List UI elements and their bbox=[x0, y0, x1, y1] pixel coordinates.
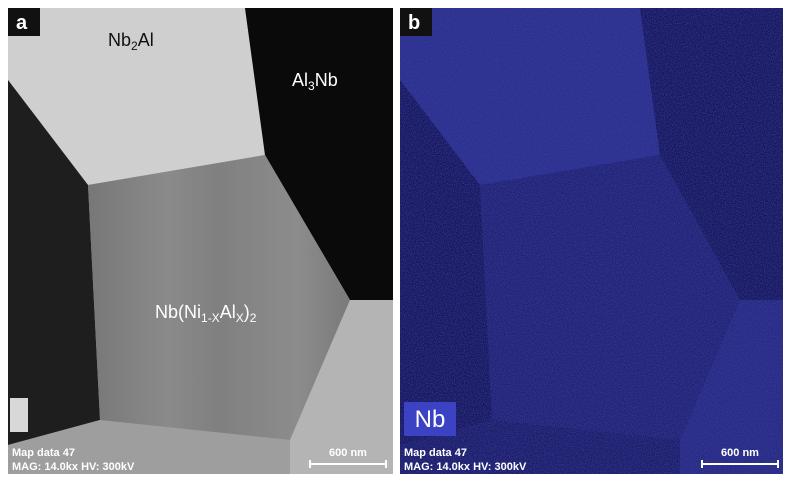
panel-a: a Nb2Al Al3Nb Nb(Ni1-XAlX)2 Map data 47 … bbox=[8, 8, 393, 474]
info-text: Map data 47 bbox=[12, 447, 75, 459]
panel-b: b Nb Map data 47 MAG: 14.0kx HV: 300kV 6… bbox=[400, 8, 783, 474]
element-label: Nb bbox=[415, 406, 446, 433]
panel-label: b bbox=[408, 12, 420, 34]
marker bbox=[10, 398, 28, 432]
scale-bar-label: 600 nm bbox=[329, 447, 367, 459]
info-text: MAG: 14.0kx HV: 300kV bbox=[404, 461, 527, 473]
scale-bar-label: 600 nm bbox=[721, 447, 759, 459]
panel-label: a bbox=[16, 12, 28, 34]
noise bbox=[400, 8, 783, 474]
info-text: MAG: 14.0kx HV: 300kV bbox=[12, 461, 135, 473]
phase-label: Al3Nb bbox=[292, 70, 338, 93]
info-text: Map data 47 bbox=[404, 447, 467, 459]
figure: a Nb2Al Al3Nb Nb(Ni1-XAlX)2 Map data 47 … bbox=[0, 0, 787, 485]
phase-label: Nb2Al bbox=[108, 30, 154, 53]
